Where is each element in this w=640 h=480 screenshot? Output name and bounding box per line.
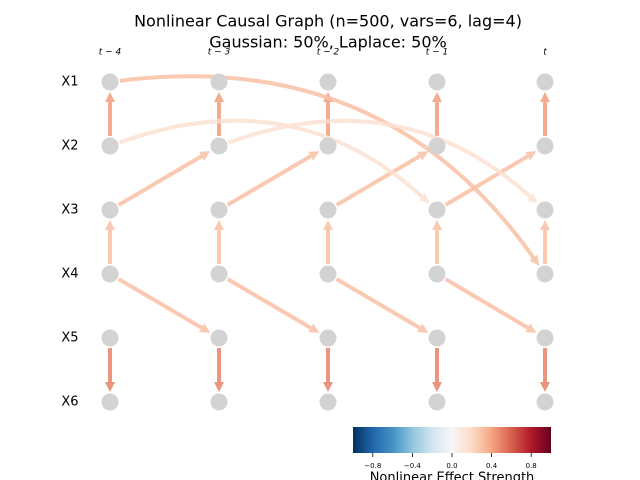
edge-arrowhead — [308, 151, 320, 161]
edge — [227, 118, 532, 199]
node — [101, 137, 119, 155]
edge-arrowhead — [417, 323, 429, 333]
colorbar-tick-label: 0.0 — [446, 462, 457, 470]
edge-arrowhead — [199, 151, 211, 161]
node — [210, 329, 228, 347]
edge — [226, 154, 312, 207]
edge — [117, 277, 203, 330]
edge — [335, 277, 421, 330]
edge — [444, 154, 529, 207]
node — [319, 73, 337, 91]
variable-label: X3 — [61, 203, 78, 218]
edge-arrowhead — [417, 151, 429, 161]
node — [428, 265, 446, 283]
variable-label: X4 — [61, 267, 78, 282]
subtitle: Gaussian: 50%, Laplace: 50% — [209, 33, 446, 52]
colorbar-tick-label: 0.8 — [526, 462, 537, 470]
node — [210, 393, 228, 411]
edge — [226, 277, 312, 330]
edge-arrowhead — [214, 92, 224, 102]
node — [210, 201, 228, 219]
edge-arrowhead — [214, 220, 224, 230]
edge-arrowhead — [105, 382, 115, 392]
node — [428, 393, 446, 411]
title: Nonlinear Causal Graph (n=500, vars=6, l… — [134, 12, 522, 31]
edge-arrowhead — [525, 323, 537, 333]
node — [319, 201, 337, 219]
edge — [117, 154, 203, 207]
edge-arrowhead — [323, 382, 333, 392]
edge-arrowhead — [214, 382, 224, 392]
node — [101, 201, 119, 219]
edge-arrowhead — [540, 382, 550, 392]
variable-label: X5 — [61, 331, 78, 346]
node — [428, 73, 446, 91]
colorbar — [353, 427, 551, 453]
edge-arrowhead — [529, 254, 540, 266]
edge-arrowhead — [432, 92, 442, 102]
node — [536, 329, 554, 347]
node — [428, 329, 446, 347]
colorbar-tick-label: 0.4 — [486, 462, 498, 470]
variable-label: X2 — [61, 139, 78, 154]
edge — [118, 118, 424, 199]
node — [101, 265, 119, 283]
colorbar-tick-label: −0.4 — [404, 462, 422, 470]
node — [536, 73, 554, 91]
node — [101, 73, 119, 91]
node — [428, 137, 446, 155]
variable-label: X1 — [61, 75, 78, 90]
node — [319, 329, 337, 347]
node — [210, 137, 228, 155]
node — [319, 393, 337, 411]
edge-arrowhead — [418, 192, 430, 204]
node — [319, 265, 337, 283]
edge — [119, 74, 536, 259]
edge-arrowhead — [526, 192, 538, 204]
edge-arrowhead — [432, 220, 442, 230]
edge-arrowhead — [432, 382, 442, 392]
time-label: t — [543, 48, 547, 58]
node — [428, 201, 446, 219]
node — [210, 73, 228, 91]
time-label: t − 4 — [99, 48, 122, 58]
time-label: t − 3 — [208, 48, 231, 58]
edge-arrowhead — [540, 220, 550, 230]
node — [319, 137, 337, 155]
edge-arrowhead — [323, 220, 333, 230]
node — [536, 265, 554, 283]
edge-arrowhead — [540, 92, 550, 102]
node — [210, 265, 228, 283]
node — [536, 393, 554, 411]
edge-arrowhead — [199, 323, 211, 333]
time-label: t − 2 — [317, 48, 340, 58]
edge — [335, 154, 421, 207]
time-label: t − 1 — [426, 48, 449, 58]
edge-arrowhead — [105, 92, 115, 102]
edge — [444, 277, 529, 330]
colorbar-label: Nonlinear Effect Strength — [370, 471, 535, 480]
node — [536, 201, 554, 219]
variable-label: X6 — [61, 395, 78, 410]
colorbar-tick-label: −0.8 — [364, 462, 381, 470]
node — [101, 393, 119, 411]
edge-arrowhead — [105, 220, 115, 230]
edge-arrowhead — [525, 151, 537, 161]
edge-arrowhead — [308, 323, 320, 333]
node — [101, 329, 119, 347]
node — [536, 137, 554, 155]
